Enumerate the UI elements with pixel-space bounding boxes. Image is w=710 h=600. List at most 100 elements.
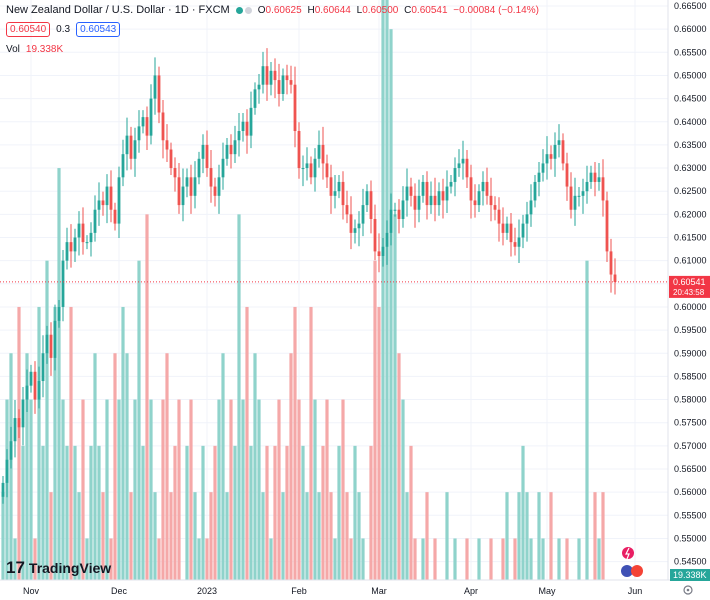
price-tick-label: 0.64500: [674, 94, 707, 104]
volume-bar: [421, 538, 425, 580]
volume-bar: [513, 538, 517, 580]
candle-body: [545, 154, 549, 164]
volume-bar: [193, 492, 197, 580]
sell-button[interactable]: 0.60540: [6, 22, 51, 37]
candle-body: [253, 89, 257, 108]
candle-body: [205, 144, 209, 169]
volume-bar: [341, 399, 345, 580]
time-tick-label: May: [538, 586, 556, 596]
buy-button[interactable]: 0.60543: [76, 22, 121, 37]
volume-bar: [285, 445, 289, 580]
candle-body: [169, 149, 173, 169]
price-tick-label: 0.56500: [674, 464, 707, 474]
candle-body: [541, 163, 545, 173]
volume-bar: [245, 306, 249, 580]
candle-body: [9, 441, 13, 460]
price-tick-label: 0.61000: [674, 256, 707, 266]
candle-body: [13, 418, 17, 442]
candle-body: [21, 399, 25, 428]
price-tick-label: 0.63500: [674, 140, 707, 150]
low-label: L: [356, 4, 363, 16]
candle-body: [321, 144, 325, 164]
candle-body: [81, 223, 85, 243]
candle-body: [565, 163, 569, 187]
candle-body: [429, 195, 433, 206]
volume-bar: [269, 538, 273, 580]
candle-body: [441, 191, 445, 201]
volume-bar: [201, 445, 205, 580]
candle-body: [329, 177, 333, 196]
candle-body: [585, 181, 589, 192]
candle-body: [497, 209, 501, 224]
candle-body: [281, 75, 285, 94]
volume-bar: [409, 445, 413, 580]
price-tick-label: 0.57500: [674, 418, 707, 428]
volume-bar: [501, 538, 505, 580]
volume-bar: [321, 445, 325, 580]
flag-icon-us[interactable]: [621, 565, 633, 577]
volume-bar: [593, 492, 597, 580]
candle-body: [121, 154, 125, 178]
candle-body: [485, 181, 489, 196]
flag-icon-nz[interactable]: [631, 565, 643, 577]
candle-body: [501, 223, 505, 233]
volume-bar: [25, 353, 29, 580]
price-axis[interactable]: 0.54500 0.55000 0.55500 0.56000 0.56500 0.570…: [667, 0, 710, 600]
volume-bar: [381, 0, 385, 580]
settings-icon[interactable]: [683, 585, 693, 595]
volume-bar: [21, 445, 25, 580]
time-axis[interactable]: Nov Dec 2023 Feb Mar Apr May Jun: [0, 579, 710, 596]
volume-bar: [149, 399, 153, 580]
candle-body: [597, 177, 601, 182]
change-value: −0.00084 (−0.14%): [453, 4, 539, 16]
candle-body: [229, 144, 233, 155]
candle-body: [237, 131, 241, 141]
candle-body: [201, 144, 205, 159]
volume-bar: [169, 492, 173, 580]
time-tick-label: Mar: [371, 586, 387, 596]
tradingview-logo[interactable]: 17 TradingView: [6, 558, 111, 578]
volume-bar: [529, 538, 533, 580]
volume-bar: [273, 445, 277, 580]
candle-body: [77, 223, 81, 238]
candle-body: [69, 242, 73, 252]
volume-label: Vol: [6, 44, 20, 55]
volume-bar: [145, 214, 149, 580]
candle-body: [477, 191, 481, 206]
candle-body: [309, 163, 313, 178]
candles: [1, 48, 617, 504]
volume-bar: [537, 492, 541, 580]
volume-bar: [293, 306, 297, 580]
status-icon: [244, 6, 252, 14]
volume-bar: [133, 399, 137, 580]
lightning-icon[interactable]: [622, 547, 634, 559]
volume-bar: [121, 306, 125, 580]
candle-body: [73, 237, 77, 252]
candle-body: [417, 195, 421, 210]
candle-body: [345, 205, 349, 215]
volume-bar: [233, 445, 237, 580]
candle-body: [45, 334, 49, 354]
volume-bar: [281, 492, 285, 580]
candle-body: [453, 168, 457, 182]
candle-body: [593, 172, 597, 182]
volume-bar: [185, 445, 189, 580]
candle-body: [377, 251, 381, 257]
volume-bar: [109, 538, 113, 580]
volume-bar: [241, 399, 245, 580]
candle-body: [413, 195, 417, 210]
spread-value: 0.3: [56, 24, 71, 35]
volume-bar: [33, 538, 37, 580]
event-icons[interactable]: [621, 547, 643, 577]
candle-body: [293, 84, 297, 132]
symbol-title[interactable]: New Zealand Dollar / U.S. Dollar · 1D · …: [6, 4, 230, 16]
candle-body: [333, 191, 337, 196]
candle-body: [361, 205, 365, 224]
volume-bar: [253, 353, 257, 580]
candle-body: [245, 121, 249, 136]
volume-bar: [77, 492, 81, 580]
volume-bar: [49, 492, 53, 580]
candle-body: [153, 75, 157, 99]
candle-body: [265, 66, 269, 85]
